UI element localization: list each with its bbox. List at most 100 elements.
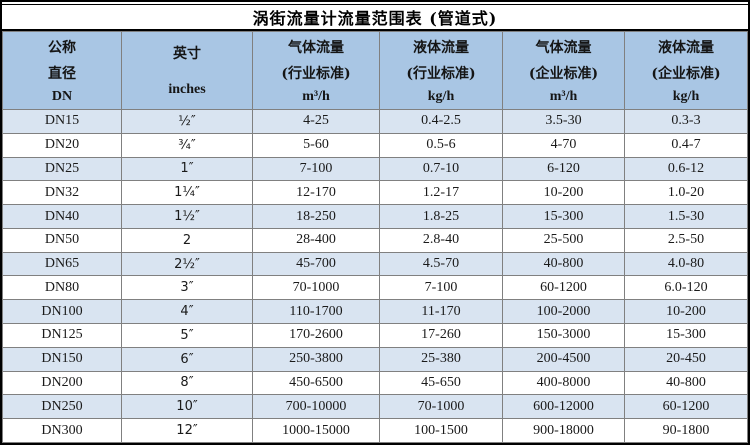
header-line: 直径 [48, 65, 76, 82]
cell-liquid-enterprise: 2.5-50 [624, 227, 748, 253]
header-line: (行业标准) [281, 65, 351, 82]
header-cell-content: 公称 直径 DN [4, 34, 121, 108]
header-line: kg/h [427, 88, 455, 104]
header-line: m³/h [549, 88, 578, 104]
table-row: DN32 1¼″ 12-170 1.2-17 10-200 1.0-20 [2, 180, 748, 206]
header-line: DN [51, 88, 73, 104]
cell-liquid-enterprise: 1.5-30 [624, 204, 748, 229]
cell-liquid-enterprise: 0.4-7 [624, 132, 748, 158]
column-header-gas-industry: 气体流量 (行业标准) m³/h [252, 31, 380, 110]
header-cell-content: 液体流量 (行业标准) kg/h [381, 34, 502, 108]
cell-gas-enterprise: 600-12000 [502, 394, 625, 420]
cell-liquid-industry: 45-650 [379, 370, 503, 396]
cell-liquid-industry: 0.4-2.5 [379, 109, 503, 134]
table-row: DN250 10″ 700-10000 70-1000 600-12000 60-1200 [2, 394, 748, 420]
cell-gas-industry: 1000-15000 [252, 418, 380, 443]
cell-inches: ½″ [121, 109, 253, 134]
table-row: DN125 5″ 170-2600 17-260 150-3000 15-300 [2, 323, 748, 348]
cell-dn: DN150 [2, 346, 122, 372]
column-header-liquid-enterprise: 液体流量 (企业标准) kg/h [624, 31, 748, 110]
cell-gas-enterprise: 100-2000 [502, 299, 625, 325]
cell-dn: DN250 [2, 394, 122, 420]
cell-inches: 1¼″ [121, 180, 253, 206]
cell-inches: 8″ [121, 370, 253, 396]
table-row: DN150 6″ 250-3800 25-380 200-4500 20-450 [2, 346, 748, 372]
table-row: DN300 12″ 1000-15000 100-1500 900-18000 90-18… [2, 418, 748, 443]
cell-inches: 4″ [121, 299, 253, 325]
table-row: DN20 ¾″ 5-60 0.5-6 4-70 0.4-7 [2, 132, 748, 158]
cell-gas-industry: 45-700 [252, 251, 380, 277]
cell-liquid-industry: 4.5-70 [379, 251, 503, 277]
cell-gas-enterprise: 900-18000 [502, 418, 625, 443]
cell-liquid-industry: 70-1000 [379, 394, 503, 420]
cell-inches: 2 [121, 227, 253, 253]
cell-dn: DN25 [2, 156, 122, 182]
cell-dn: DN65 [2, 251, 122, 277]
table-header: 公称 直径 DN 英寸 inches 气体流量 (行业标准) m³/h [2, 31, 748, 110]
column-header-inches: 英寸 inches [121, 31, 253, 110]
cell-inches: 5″ [121, 323, 253, 348]
cell-liquid-enterprise: 6.0-120 [624, 275, 748, 301]
cell-dn: DN125 [2, 323, 122, 348]
cell-liquid-enterprise: 15-300 [624, 323, 748, 348]
cell-gas-enterprise: 60-1200 [502, 275, 625, 301]
cell-gas-industry: 18-250 [252, 204, 380, 229]
cell-liquid-enterprise: 10-200 [624, 299, 748, 325]
cell-gas-industry: 110-1700 [252, 299, 380, 325]
header-line: (行业标准) [406, 65, 476, 82]
cell-inches: 1½″ [121, 204, 253, 229]
cell-gas-enterprise: 10-200 [502, 180, 625, 206]
cell-liquid-enterprise: 60-1200 [624, 394, 748, 420]
column-header-liquid-industry: 液体流量 (行业标准) kg/h [379, 31, 503, 110]
header-line: m³/h [302, 88, 330, 104]
header-row: 公称 直径 DN 英寸 inches 气体流量 (行业标准) m³/h [2, 31, 748, 110]
header-line: 公称 [48, 39, 76, 56]
cell-dn: DN20 [2, 132, 122, 158]
cell-inches: 2½″ [121, 251, 253, 277]
cell-liquid-enterprise: 90-1800 [624, 418, 748, 443]
data-grid: 公称 直径 DN 英寸 inches 气体流量 (行业标准) m³/h [2, 31, 748, 443]
cell-liquid-enterprise: 1.0-20 [624, 180, 748, 206]
cell-liquid-enterprise: 40-800 [624, 370, 748, 396]
cell-liquid-industry: 25-380 [379, 346, 503, 372]
cell-gas-industry: 12-170 [252, 180, 380, 206]
cell-dn: DN32 [2, 180, 122, 206]
header-line: 液体流量 [658, 39, 714, 56]
cell-liquid-industry: 0.5-6 [379, 132, 503, 158]
cell-gas-industry: 250-3800 [252, 346, 380, 372]
header-line: 英寸 [173, 46, 201, 62]
header-line: inches [168, 82, 206, 97]
table-row: DN40 1½″ 18-250 1.8-25 15-300 1.5-30 [2, 204, 748, 229]
table-title: 涡街流量计流量范围表 (管道式) [2, 4, 748, 31]
cell-inches: ¾″ [121, 132, 253, 158]
cell-liquid-enterprise: 20-450 [624, 346, 748, 372]
table-row: DN15 ½″ 4-25 0.4-2.5 3.5-30 0.3-3 [2, 109, 748, 134]
cell-inches: 6″ [121, 346, 253, 372]
header-line: 液体流量 [413, 39, 469, 56]
table-row: DN80 3″ 70-1000 7-100 60-1200 6.0-120 [2, 275, 748, 301]
table-row: DN25 1″ 7-100 0.7-10 6-120 0.6-12 [2, 156, 748, 182]
cell-gas-enterprise: 3.5-30 [502, 109, 625, 134]
cell-gas-enterprise: 150-3000 [502, 323, 625, 348]
header-line: 气体流量 [288, 39, 344, 56]
cell-liquid-enterprise: 0.6-12 [624, 156, 748, 182]
cell-dn: DN200 [2, 370, 122, 396]
header-line: (企业标准) [651, 65, 721, 82]
cell-gas-enterprise: 40-800 [502, 251, 625, 277]
header-line: 气体流量 [535, 39, 592, 56]
cell-liquid-enterprise: 4.0-80 [624, 251, 748, 277]
cell-gas-industry: 170-2600 [252, 323, 380, 348]
cell-gas-enterprise: 4-70 [502, 132, 625, 158]
cell-gas-enterprise: 400-8000 [502, 370, 625, 396]
header-line: (企业标准) [528, 65, 599, 82]
cell-gas-enterprise: 200-4500 [502, 346, 625, 372]
cell-liquid-industry: 1.8-25 [379, 204, 503, 229]
cell-inches: 12″ [121, 418, 253, 443]
table-row: DN50 2 28-400 2.8-40 25-500 2.5-50 [2, 227, 748, 253]
table-row: DN65 2½″ 45-700 4.5-70 40-800 4.0-80 [2, 251, 748, 277]
header-cell-content: 气体流量 (企业标准) m³/h [504, 34, 624, 108]
cell-dn: DN300 [2, 418, 122, 443]
cell-dn: DN15 [2, 109, 122, 134]
header-cell-content: 英寸 inches [123, 34, 252, 108]
cell-gas-enterprise: 25-500 [502, 227, 625, 253]
